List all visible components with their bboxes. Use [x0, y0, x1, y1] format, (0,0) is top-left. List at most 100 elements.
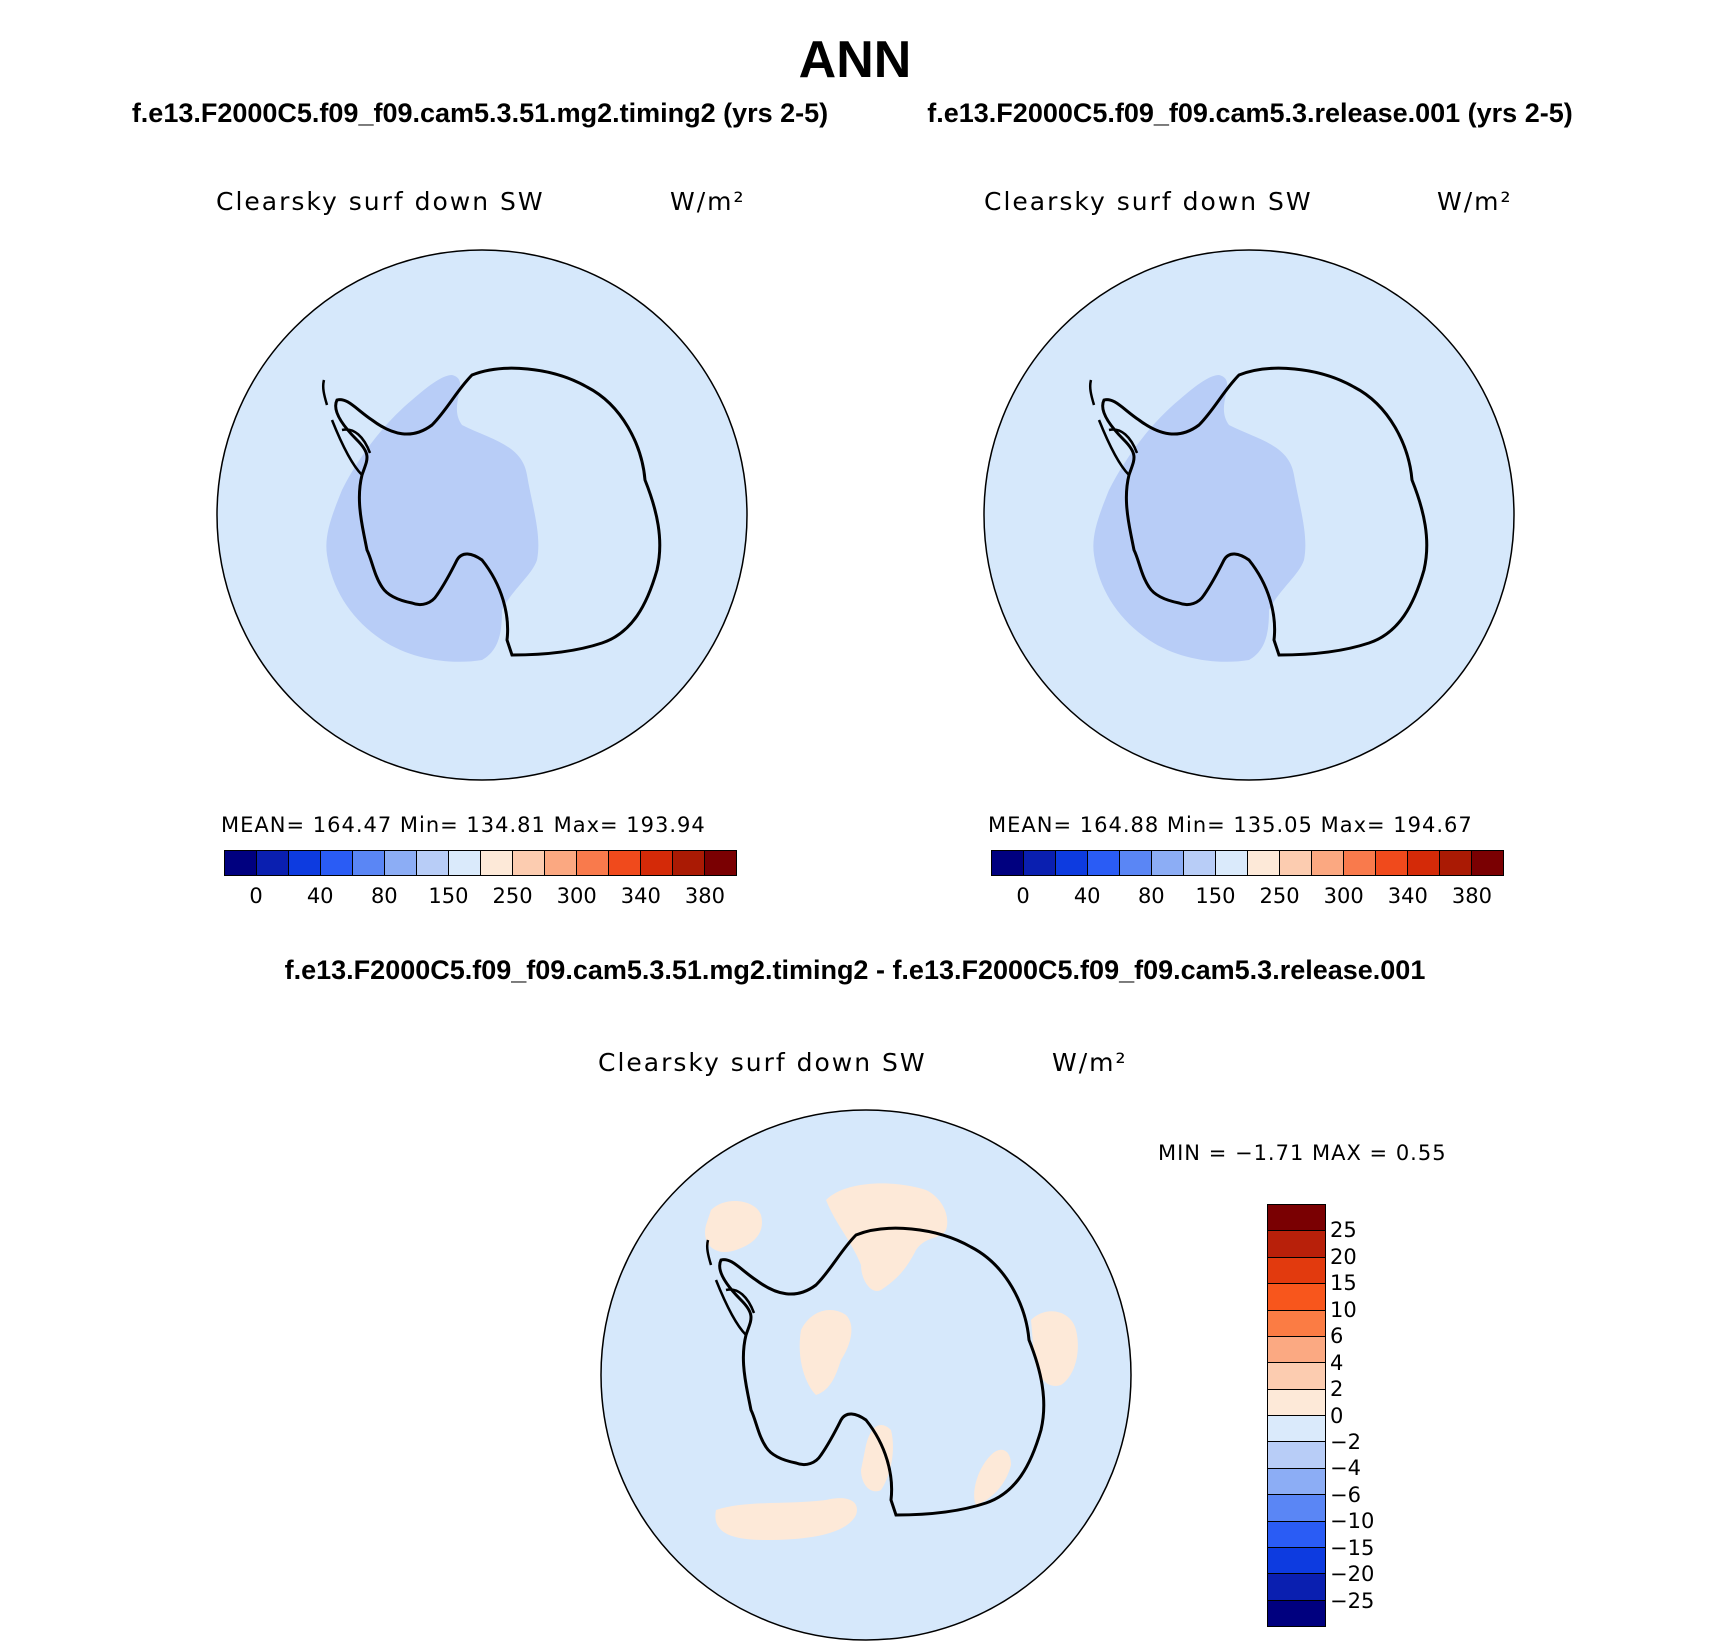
panel1-colorbar-swatch: [257, 851, 289, 875]
panel2-colorbar-swatch: [1280, 851, 1312, 875]
panel1-colorbar-swatch: [321, 851, 353, 875]
difference-colorbar-swatch: [1268, 1284, 1325, 1311]
difference-colorbar-tick-label: −15: [1330, 1535, 1375, 1560]
case2-title: f.e13.F2000C5.f09_f09.cam5.3.release.001…: [927, 98, 1573, 128]
panel1-colorbar-swatch: [417, 851, 449, 875]
panel1-colorbar-tick-label: 380: [684, 884, 725, 908]
panel2-colorbar-swatch: [1152, 851, 1184, 875]
figure-title: ANN: [798, 31, 912, 89]
difference-colorbar-swatch: [1268, 1468, 1325, 1496]
panel2-colorbar-tick-label: 40: [1073, 884, 1101, 908]
panel1-colorbar-tick-label: 150: [428, 884, 469, 908]
panel1-colorbar-swatch: [609, 851, 641, 875]
panel1-colorbar-swatch: [481, 851, 513, 875]
difference-colorbar-tick-label: −6: [1330, 1482, 1361, 1507]
panel2-variable-title: Clearsky surf down SW: [984, 187, 1313, 216]
panel1-colorbar-swatch: [673, 851, 705, 875]
panel2-colorbar-tick-label: 380: [1451, 884, 1492, 908]
difference-colorbar-swatch: [1268, 1310, 1325, 1337]
difference-colorbar-swatch: [1268, 1495, 1325, 1522]
panel2-map-boundary: [983, 249, 1515, 781]
panel2-colorbar-swatch: [992, 851, 1024, 875]
panel2-colorbar-swatch: [1024, 851, 1056, 875]
panel1-units: W/m²: [670, 187, 746, 216]
difference-colorbar-swatch: [1268, 1231, 1325, 1258]
panel2-stats: MEAN= 164.88 Min= 135.05 Max= 194.67: [988, 813, 1473, 837]
panel2-colorbar-swatch: [1376, 851, 1408, 875]
difference-colorbar-tick-label: −25: [1330, 1588, 1375, 1613]
difference-colorbar-tick-label: −10: [1330, 1509, 1375, 1534]
panel2-colorbar-swatch: [1088, 851, 1120, 875]
difference-colorbar-swatch: [1268, 1257, 1325, 1285]
panel1-map: [216, 249, 748, 781]
difference-title: f.e13.F2000C5.f09_f09.cam5.3.51.mg2.timi…: [284, 955, 1426, 985]
panel2-units: W/m²: [1437, 187, 1513, 216]
difference-colorbar-swatch: [1268, 1416, 1325, 1443]
difference-colorbar-tick-label: 25: [1330, 1218, 1357, 1243]
panel2-colorbar-tick-label: 250: [1259, 884, 1300, 908]
difference-colorbar-swatch: [1268, 1363, 1325, 1390]
panel2-colorbar-swatch: [1312, 851, 1344, 875]
panel2-colorbar-tick-label: 340: [1387, 884, 1428, 908]
panel1-colorbar-swatch: [289, 851, 321, 875]
panel1-colorbar-tick-label: 0: [249, 884, 263, 908]
panel1-colorbar-swatch: [353, 851, 385, 875]
panel1-colorbar-tick-label: 40: [306, 884, 334, 908]
difference-colorbar-tick-label: 0: [1330, 1403, 1344, 1428]
panel2-colorbar-tick-label: 80: [1137, 884, 1165, 908]
panel2-colorbar-swatch: [1440, 851, 1472, 875]
difference-colorbar-tick-label: 6: [1330, 1324, 1344, 1349]
panel1-map-boundary: [216, 249, 748, 781]
panel2-colorbar-tick-label: 150: [1195, 884, 1236, 908]
panel3-variable-title: Clearsky surf down SW: [598, 1048, 927, 1077]
panel2-colorbar-swatch: [1472, 851, 1503, 875]
difference-colorbar-tick-label: −2: [1330, 1429, 1361, 1454]
panel3-min-max: MIN = −1.71 MAX = 0.55: [1158, 1141, 1447, 1165]
panel2-colorbar-swatch: [1408, 851, 1440, 875]
difference-colorbar-tick-label: 2: [1330, 1377, 1344, 1402]
panel2-colorbar-tick-label: 0: [1016, 884, 1030, 908]
difference-colorbar: [1267, 1204, 1326, 1627]
panel1-colorbar-swatch: [385, 851, 417, 875]
panel2-colorbar: [991, 850, 1504, 876]
difference-colorbar-swatch: [1268, 1389, 1325, 1416]
panel1-colorbar-swatch: [545, 851, 577, 875]
difference-colorbar-swatch: [1268, 1205, 1325, 1232]
difference-colorbar-swatch: [1268, 1442, 1325, 1469]
panel1-colorbar-tick-label: 340: [620, 884, 661, 908]
panel1-colorbar-tick-label: 300: [556, 884, 597, 908]
difference-map: [600, 1109, 1132, 1641]
difference-colorbar-swatch: [1268, 1336, 1325, 1364]
difference-colorbar-swatch: [1268, 1574, 1325, 1601]
panel1-colorbar-swatch: [225, 851, 257, 875]
difference-colorbar-swatch: [1268, 1547, 1325, 1575]
difference-colorbar-tick-label: −20: [1330, 1562, 1375, 1587]
panel2-colorbar-swatch: [1184, 851, 1216, 875]
difference-colorbar-tick-label: 10: [1330, 1297, 1357, 1322]
panel2-colorbar-tick-label: 300: [1323, 884, 1364, 908]
panel3-units: W/m²: [1052, 1048, 1128, 1077]
panel1-colorbar: [224, 850, 737, 876]
panel2-colorbar-swatch: [1056, 851, 1088, 875]
panel2-colorbar-swatch: [1344, 851, 1376, 875]
panel1-stats: MEAN= 164.47 Min= 134.81 Max= 193.94: [221, 813, 706, 837]
panel1-colorbar-tick-label: 250: [492, 884, 533, 908]
panel1-variable-title: Clearsky surf down SW: [216, 187, 545, 216]
difference-colorbar-tick-label: 4: [1330, 1350, 1344, 1375]
panel1-colorbar-swatch: [641, 851, 673, 875]
difference-colorbar-tick-label: −4: [1330, 1456, 1361, 1481]
panel2-colorbar-swatch: [1120, 851, 1152, 875]
panel2-colorbar-swatch: [1216, 851, 1248, 875]
panel2-colorbar-swatch: [1248, 851, 1280, 875]
difference-colorbar-swatch: [1268, 1600, 1325, 1626]
panel1-colorbar-swatch: [513, 851, 545, 875]
panel1-colorbar-swatch: [449, 851, 481, 875]
panel1-colorbar-tick-label: 80: [370, 884, 398, 908]
difference-colorbar-tick-label: 20: [1330, 1244, 1357, 1269]
case1-title: f.e13.F2000C5.f09_f09.cam5.3.51.mg2.timi…: [131, 98, 829, 128]
panel2-map: [983, 249, 1515, 781]
difference-colorbar-swatch: [1268, 1521, 1325, 1548]
difference-colorbar-tick-label: 15: [1330, 1271, 1357, 1296]
panel1-colorbar-swatch: [705, 851, 736, 875]
panel1-colorbar-swatch: [577, 851, 609, 875]
